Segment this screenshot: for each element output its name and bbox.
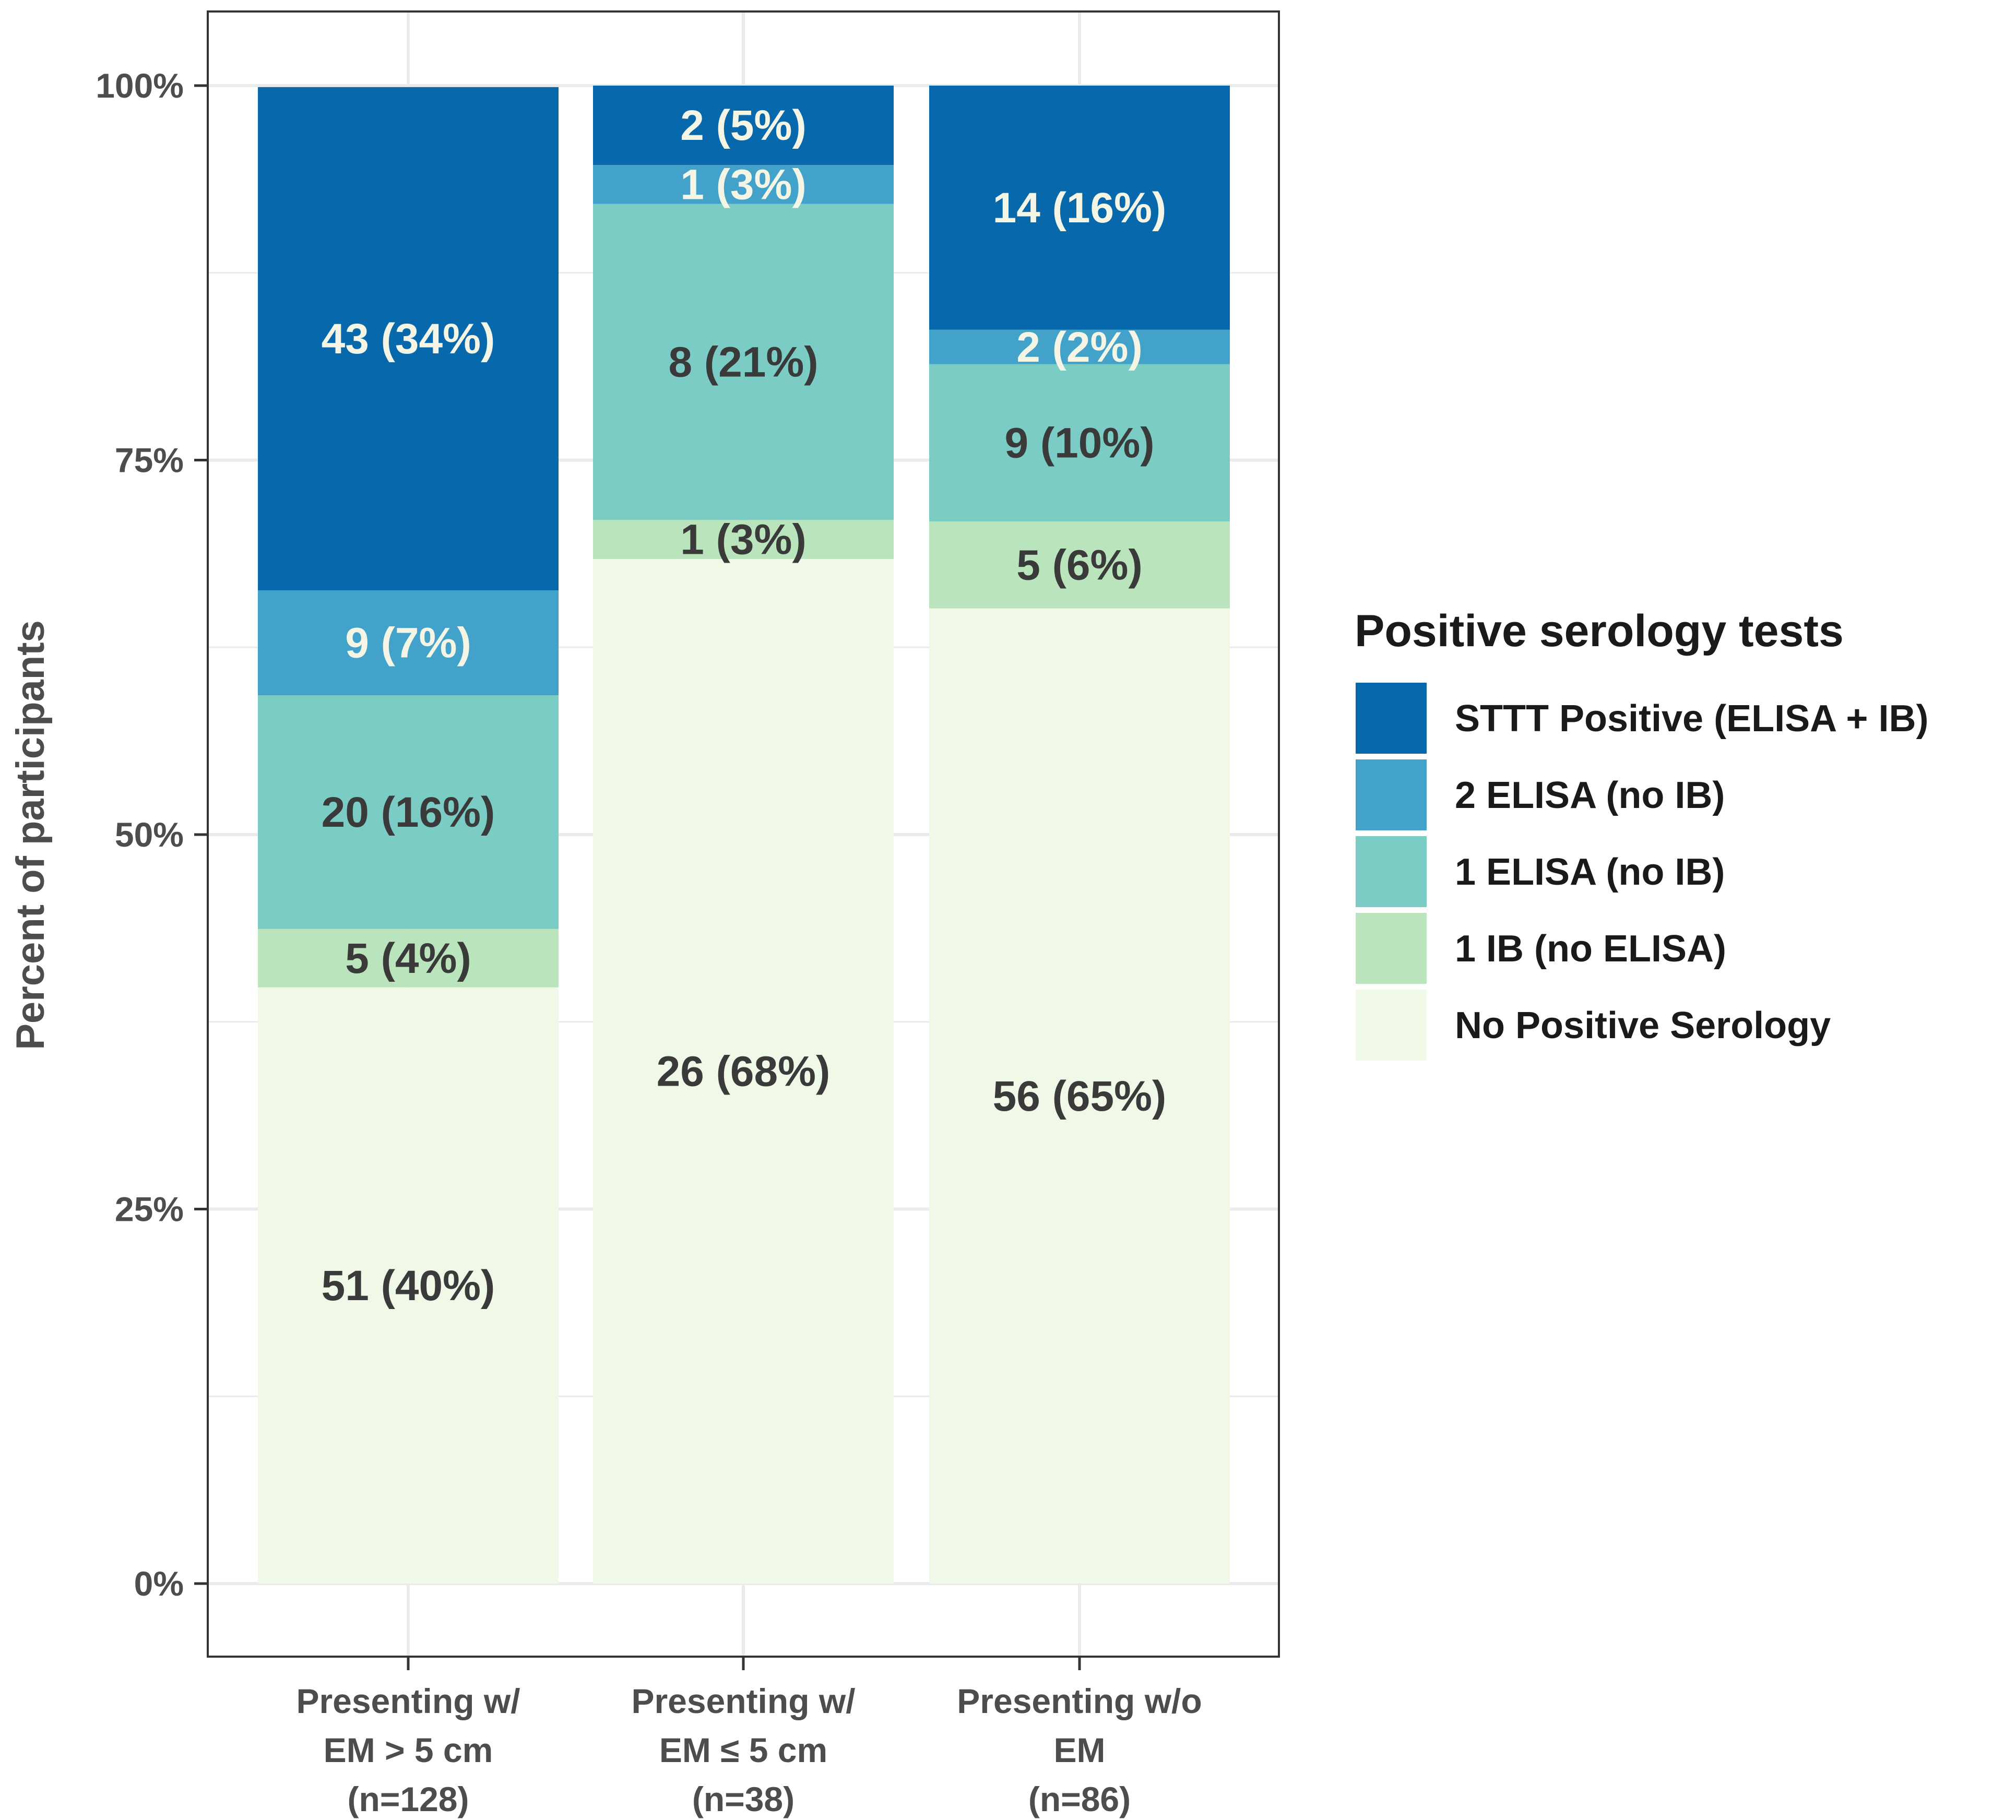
bar-segment xyxy=(258,929,559,988)
legend-key xyxy=(1356,836,1427,907)
bar-segment xyxy=(258,695,559,929)
legend-label: No Positive Serology xyxy=(1455,1005,1831,1046)
x-axis: Presenting w/EM > 5 cm (n=128) Presenting … xyxy=(296,1657,1202,1818)
y-tick-label: 100% xyxy=(96,66,184,105)
legend-label: STTT Positive (ELISA + IB) xyxy=(1455,698,1928,740)
bar-data-label: 2 (2%) xyxy=(1016,324,1143,371)
bar-segment xyxy=(929,329,1230,364)
y-tick-label: 50% xyxy=(115,815,184,854)
bar-data-label: 9 (10%) xyxy=(1004,419,1154,467)
bar-data-label: 51 (40%) xyxy=(322,1262,495,1310)
data-labels: 51 (40%) 5 (4%) 20 (16%) 9 (7%) 43 (34%) 26 (… xyxy=(322,102,1167,1310)
legend-label: 1 ELISA (no IB) xyxy=(1455,851,1725,893)
bar-data-label: 9 (7%) xyxy=(345,620,471,667)
legend-key xyxy=(1356,683,1427,754)
bar-data-label: 5 (4%) xyxy=(345,935,471,982)
legend-key xyxy=(1356,759,1427,830)
legend-label: 2 ELISA (no IB) xyxy=(1455,775,1725,816)
bar-segment xyxy=(929,364,1230,522)
bars xyxy=(258,86,1230,1584)
bar-data-label: 8 (21%) xyxy=(668,339,818,386)
legend-label: 1 IB (no ELISA) xyxy=(1455,928,1726,970)
bar-segment xyxy=(258,987,559,1584)
legend-title: Positive serology tests xyxy=(1355,606,1844,656)
x-tick-label: Presenting w/EM ≤ 5 cm (n=38) xyxy=(631,1682,855,1818)
y-tick-label: 75% xyxy=(115,441,184,480)
legend-key xyxy=(1356,990,1427,1061)
bar-data-label: 5 (6%) xyxy=(1016,541,1143,589)
x-tick-label: Presenting w/EM > 5 cm (n=128) xyxy=(296,1682,520,1818)
legend: Positive serology tests STTT Positive (E… xyxy=(1355,606,1928,1061)
bar-data-label: 1 (3%) xyxy=(680,516,807,564)
bar-data-label: 43 (34%) xyxy=(322,315,495,363)
y-tick-label: 0% xyxy=(134,1564,184,1603)
bar-segment xyxy=(929,608,1230,1584)
bar-segment xyxy=(258,590,559,696)
y-axis-title: Percent of participants xyxy=(8,620,53,1050)
bar-data-label: 1 (3%) xyxy=(680,161,807,208)
bar-data-label: 2 (5%) xyxy=(680,102,807,149)
bar-segment xyxy=(929,521,1230,609)
bar-data-label: 20 (16%) xyxy=(322,789,495,836)
bar-segment xyxy=(593,204,894,520)
bar-data-label: 56 (65%) xyxy=(993,1073,1167,1120)
bar-segment xyxy=(258,87,559,591)
bar-segment xyxy=(593,165,894,204)
y-axis: 0% 25% 50% 75% 100% xyxy=(96,66,208,1603)
bar-data-label: 14 (16%) xyxy=(993,184,1167,232)
bar-segment xyxy=(929,86,1230,330)
x-tick-label: Presenting w/o EM (n=86) xyxy=(957,1682,1202,1818)
legend-key xyxy=(1356,913,1427,984)
bar-data-label: 26 (68%) xyxy=(657,1048,831,1095)
bar-segment xyxy=(593,558,894,1584)
bar-segment xyxy=(593,86,894,165)
y-tick-label: 25% xyxy=(115,1190,184,1229)
bar-segment xyxy=(593,520,894,559)
